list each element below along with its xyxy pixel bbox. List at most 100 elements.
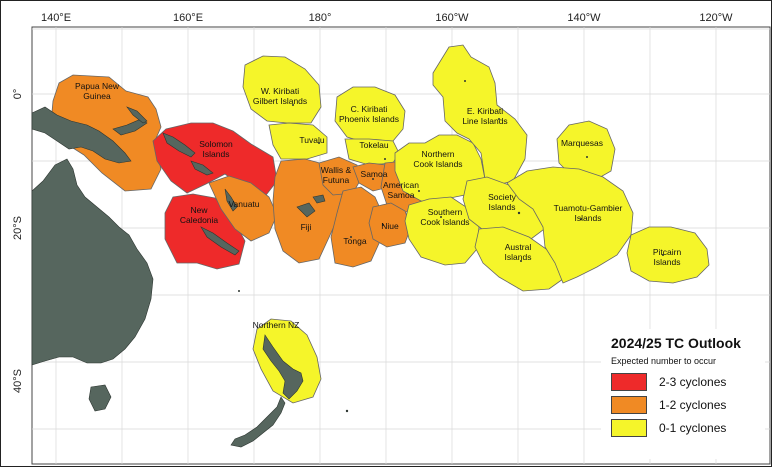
region-label: Solomon Islands [199, 139, 233, 159]
legend-swatch [611, 373, 647, 391]
region-label: Samoa [361, 169, 388, 179]
region-label-line: Islands [654, 257, 681, 267]
region-label: Vanuatu [228, 199, 259, 209]
region-label-line: Niue [381, 221, 399, 231]
lon-tick-label: 140°W [567, 12, 601, 24]
region-label-line: E. Kiribati [467, 106, 503, 116]
region-label-line: Samoa [361, 169, 388, 179]
region-label: Northern Cook Islands [413, 149, 462, 169]
region-label-line: Cook Islands [420, 217, 469, 227]
region-label-line: Guinea [83, 91, 111, 101]
outlook-zones [50, 44, 710, 404]
new-britain-landmass [112, 118, 148, 136]
lon-tick-label: 140°E [41, 12, 71, 24]
new-guinea-landmass [31, 106, 132, 164]
region-label-line: American [383, 180, 419, 190]
legend-item-low: 0-1 cyclones [611, 419, 761, 439]
region-label-line: Samoa [388, 190, 415, 200]
legend-label: 0-1 cyclones [659, 421, 727, 435]
region-label-line: Pitcairn [653, 247, 682, 257]
region-label-line: Tokelau [359, 140, 389, 150]
region-label-line: W. Kiribati [261, 86, 299, 96]
region-label: Marquesas [561, 138, 603, 148]
zone-w-kiribati [242, 55, 322, 124]
region-label: W. Kiribati Gilbert Islands [253, 86, 307, 106]
region-label: Papua New Guinea [75, 81, 120, 101]
region-label-line: Islands [505, 252, 532, 262]
region-label: Tonga [343, 236, 366, 246]
region-label-line: New [190, 205, 208, 215]
solomon-islands-landmass [162, 132, 214, 176]
region-label-line: Cook Islands [413, 159, 462, 169]
land [31, 106, 326, 448]
legend-item-mid: 1-2 cyclones [611, 396, 761, 416]
australia-landmass [31, 158, 154, 366]
lon-tick-label: 160°W [435, 12, 469, 24]
region-label: E. Kiribati Line Islands [462, 106, 507, 126]
region-label: Pitcairn Islands [653, 247, 682, 267]
zone-tuvalu [268, 122, 328, 160]
zone-pitcairn [626, 226, 710, 284]
fiji-landmass [296, 194, 326, 218]
legend-label: 1-2 cyclones [659, 398, 727, 412]
region-label: Tuvalu [299, 135, 324, 145]
nz-north-island-landmass [262, 334, 304, 400]
region-label: Wallis & Futuna [321, 165, 352, 185]
zone-northern-nz [252, 318, 322, 404]
region-label-line: Phoenix Islands [339, 114, 399, 124]
region-label: Fiji [301, 222, 312, 232]
legend-swatch [611, 419, 647, 437]
region-label-line: C. Kiribati [351, 104, 388, 114]
lon-tick-label: 160°E [173, 12, 203, 24]
region-label-line: Fiji [301, 222, 312, 232]
region-label-line: Marquesas [561, 138, 603, 148]
region-label: New Caledonia [180, 205, 219, 225]
region-label-line: Futuna [323, 175, 350, 185]
region-label-line: Northern [421, 149, 454, 159]
region-label-line: Society [488, 192, 517, 202]
region-label-line: Islands [203, 149, 230, 159]
region-label-line: Islands [489, 202, 516, 212]
region-label: Tokelau [359, 140, 389, 150]
zone-austral [474, 226, 564, 292]
legend-swatch [611, 396, 647, 414]
new-ireland-landmass [126, 106, 148, 124]
zone-niue [368, 202, 412, 248]
new-caledonia-landmass [200, 226, 240, 256]
legend: 2024/25 TC Outlook Expected number to oc… [601, 329, 765, 459]
legend-label: 2-3 cyclones [659, 375, 727, 389]
legend-title: 2024/25 TC Outlook [611, 335, 741, 351]
region-label-line: Line Islands [462, 116, 507, 126]
zone-tuamotu-gambier [506, 166, 634, 284]
zone-tonga [330, 186, 384, 268]
region-label: American Samoa [383, 180, 419, 200]
region-label-line: Vanuatu [228, 199, 259, 209]
lat-tick-label: 40°S [12, 369, 24, 393]
region-label: Society Islands [488, 192, 517, 212]
region-label-line: Northern NZ [253, 320, 300, 330]
region-label-line: Islands [575, 213, 602, 223]
lon-tick-label: 180° [309, 12, 332, 24]
region-label: Austral Islands [505, 242, 532, 262]
region-label-line: Gilbert Islands [253, 96, 307, 106]
zone-c-kiribati [334, 86, 406, 144]
region-label-line: Papua New [75, 81, 120, 91]
region-label-line: Austral [505, 242, 532, 252]
lat-tick-label: 20°S [12, 216, 24, 240]
lat-tick-label: 0° [12, 89, 24, 100]
tasmania-landmass [88, 384, 112, 412]
zone-solomon-islands [152, 122, 278, 200]
region-label-line: Southern [428, 207, 463, 217]
region-label-line: Solomon [199, 139, 233, 149]
region-label: Tuamotu-Gambier Islands [554, 203, 623, 223]
region-label-line: Caledonia [180, 215, 219, 225]
region-label: C. Kiribati Phoenix Islands [339, 104, 399, 124]
legend-subtitle: Expected number to occur [611, 356, 717, 366]
region-label-line: Tuvalu [299, 135, 324, 145]
zone-e-kiribati [432, 44, 528, 186]
vanuatu-landmass [224, 188, 238, 212]
region-label: Southern Cook Islands [420, 207, 469, 227]
zone-wallis-futuna [318, 156, 362, 196]
